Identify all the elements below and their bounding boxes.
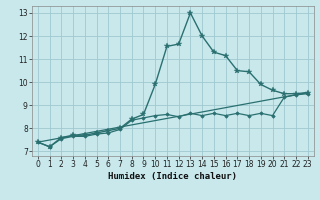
X-axis label: Humidex (Indice chaleur): Humidex (Indice chaleur) <box>108 172 237 181</box>
